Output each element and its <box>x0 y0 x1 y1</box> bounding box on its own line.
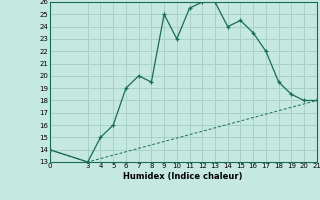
X-axis label: Humidex (Indice chaleur): Humidex (Indice chaleur) <box>124 172 243 181</box>
